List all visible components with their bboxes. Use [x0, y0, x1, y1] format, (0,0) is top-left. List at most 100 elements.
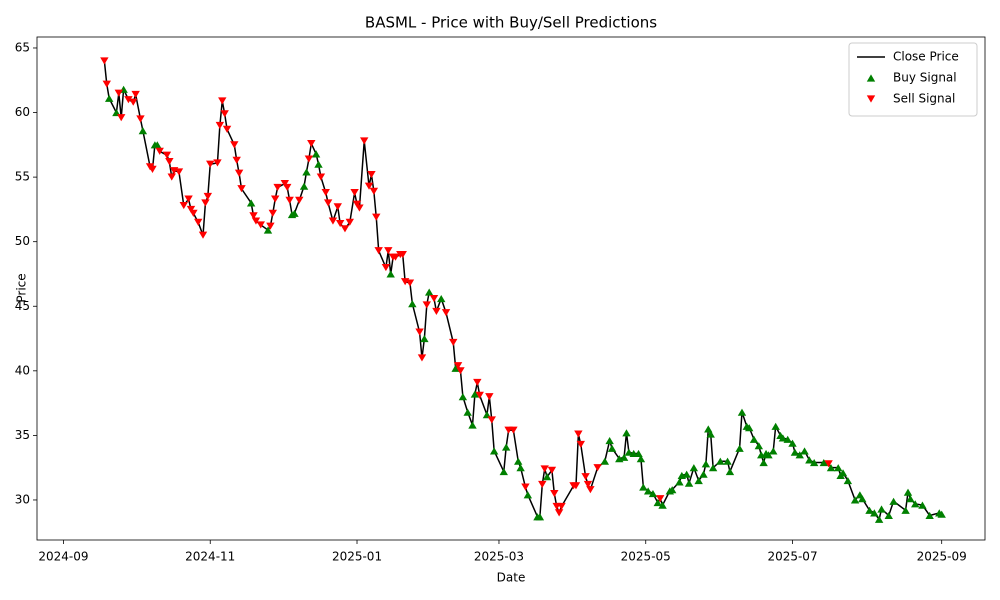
buy-marker — [884, 511, 893, 520]
buy-marker — [408, 300, 417, 308]
buy-marker — [805, 456, 814, 464]
sell-marker — [473, 378, 482, 387]
y-tick-label: 35 — [15, 428, 30, 442]
buy-marker — [668, 486, 677, 494]
buy-marker — [918, 501, 927, 509]
buy-marker — [468, 421, 477, 429]
sell-marker — [189, 209, 198, 217]
buy-marker — [489, 447, 499, 455]
sell-marker — [148, 165, 157, 173]
sell-marker — [184, 195, 193, 203]
sell-marker — [521, 483, 530, 491]
buy-marker — [874, 515, 884, 523]
buy-marker — [699, 470, 708, 478]
axes-frame — [36, 36, 986, 541]
sell-marker — [583, 480, 593, 489]
buy-marker — [451, 364, 460, 372]
sell-marker — [574, 430, 583, 438]
buy-marker — [723, 457, 732, 465]
buy-marker — [764, 451, 773, 459]
buy-marker — [778, 434, 788, 442]
buy-marker — [745, 424, 754, 432]
buy-marker — [850, 496, 860, 504]
y-tick-label: 65 — [15, 40, 30, 54]
buy-marker — [790, 448, 800, 456]
sell-marker — [384, 247, 393, 255]
buy-marker — [290, 209, 299, 217]
buy-marker — [516, 464, 525, 472]
sell-marker — [194, 218, 203, 226]
sell-marker — [456, 367, 465, 375]
sell-marker — [333, 203, 342, 211]
buy-marker — [689, 464, 699, 472]
sell-marker — [102, 80, 111, 88]
buy-marker — [906, 495, 915, 503]
buy-marker — [424, 288, 434, 296]
buy-marker — [754, 442, 764, 450]
sell-marker — [381, 263, 391, 272]
buy-marker — [788, 439, 797, 447]
buy-marker — [639, 483, 648, 491]
buy-marker — [759, 458, 768, 467]
sell-marker — [576, 440, 585, 449]
sell-marker — [369, 187, 379, 195]
sell-marker — [266, 222, 275, 230]
buy-marker — [682, 470, 691, 478]
buy-marker — [684, 479, 694, 487]
buy-marker — [314, 160, 323, 168]
sell-marker — [374, 247, 383, 255]
sell-marker — [307, 139, 316, 148]
sell-marker — [136, 115, 145, 123]
sell-marker — [824, 460, 833, 468]
sell-marker — [335, 220, 345, 228]
sell-marker — [391, 253, 400, 261]
buy-marker — [437, 294, 446, 303]
sell-marker — [251, 217, 261, 225]
y-tick-label: 60 — [15, 105, 30, 119]
y-tick-label: 40 — [15, 363, 30, 377]
sell-marker — [162, 151, 172, 159]
buy-marker — [716, 457, 725, 465]
buy-marker — [605, 436, 614, 445]
buy-marker — [725, 467, 735, 476]
sell-marker — [249, 212, 258, 220]
sell-marker — [350, 189, 359, 197]
sell-marker — [475, 391, 484, 399]
buy-marker — [769, 447, 778, 455]
sell-marker — [131, 90, 140, 99]
y-tick-label: 30 — [15, 492, 30, 506]
buy-marker — [701, 460, 711, 468]
sell-marker — [222, 125, 232, 133]
buy-marker — [542, 473, 552, 481]
sell-marker — [550, 489, 559, 498]
buy-marker — [865, 506, 874, 514]
buy-marker — [901, 506, 910, 514]
x-tick-label: 2025-07 — [767, 550, 817, 564]
sell-marker — [449, 338, 458, 346]
sell-marker — [174, 168, 184, 176]
legend: Close Price Buy Signal Sell Signal — [848, 42, 978, 117]
sell-marker — [415, 328, 424, 336]
sell-marker — [328, 217, 338, 225]
sell-marker — [554, 509, 564, 517]
sell-marker — [220, 110, 229, 118]
buy-marker — [937, 510, 946, 518]
sell-marker — [429, 294, 439, 303]
buy-marker — [600, 457, 610, 465]
buy-marker — [302, 168, 311, 176]
buy-marker — [706, 430, 715, 438]
sell-marker — [203, 192, 213, 201]
sell-marker — [114, 89, 124, 97]
buy-marker — [463, 408, 472, 416]
sell-marker — [487, 416, 496, 424]
sell-marker — [117, 114, 126, 122]
x-tick-label: 2025-01 — [332, 550, 382, 564]
sell-marker — [441, 309, 451, 317]
sell-marker — [586, 486, 595, 494]
buy-marker — [783, 435, 792, 443]
buy-marker — [246, 199, 256, 207]
buy-marker — [501, 443, 511, 451]
buy-marker — [749, 435, 759, 443]
